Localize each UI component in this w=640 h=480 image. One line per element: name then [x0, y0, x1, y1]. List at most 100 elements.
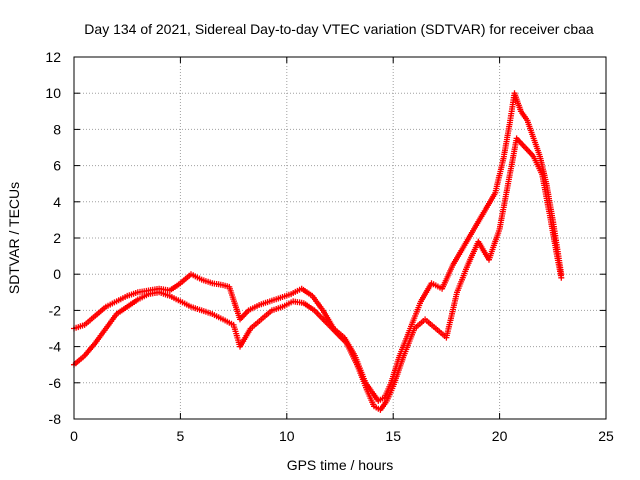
data-point	[524, 117, 536, 140]
data-point	[300, 300, 316, 313]
data-point	[383, 385, 396, 404]
y-tick-label: -2	[49, 302, 62, 318]
data-point	[439, 264, 455, 292]
data-point	[322, 318, 338, 334]
data-point	[396, 327, 413, 359]
data-point	[530, 135, 543, 158]
data-point	[177, 272, 193, 287]
data-point	[230, 321, 243, 348]
data-point	[539, 171, 554, 221]
x-tick-label: 0	[70, 428, 78, 444]
data-point	[113, 305, 129, 317]
y-tick-label: 2	[53, 230, 61, 246]
data-point	[124, 290, 139, 299]
y-tick-label: 4	[53, 194, 61, 210]
y-axis-label: SDTVAR / TECUs	[6, 182, 22, 294]
data-point	[411, 318, 427, 332]
y-tick-label: 6	[53, 158, 61, 174]
data-point	[554, 253, 564, 279]
data-point	[288, 286, 303, 298]
data-point	[298, 285, 314, 298]
data-point	[471, 209, 487, 232]
x-tick-label: 15	[385, 428, 401, 444]
data-point	[266, 295, 282, 305]
data-point	[388, 354, 402, 386]
data-point	[166, 292, 182, 304]
data-point	[220, 316, 235, 327]
x-tick-label: 5	[177, 428, 185, 444]
data-point	[198, 276, 214, 286]
data-point	[309, 292, 325, 312]
data-point	[422, 316, 437, 330]
data-point	[134, 292, 150, 303]
y-tick-label: 8	[53, 121, 61, 137]
data-point	[547, 216, 560, 257]
data-point	[209, 311, 224, 322]
data-point	[166, 281, 182, 294]
data-point	[247, 318, 263, 332]
data-point	[343, 340, 360, 366]
data-point	[492, 155, 507, 196]
x-tick-label: 10	[279, 428, 295, 444]
ticks: 0 5 10 15 20 25 -8 -6 -4 -2 0 2 4 6 8 10 12	[45, 49, 614, 444]
grid	[74, 57, 606, 419]
data-point	[279, 299, 295, 310]
data-point	[486, 228, 502, 263]
data-point	[124, 297, 140, 310]
data-point	[156, 289, 171, 299]
x-tick-label: 25	[598, 428, 614, 444]
data-point	[513, 135, 527, 149]
data-point	[511, 90, 524, 113]
data-point	[226, 283, 243, 321]
y-tick-label: 0	[53, 266, 61, 282]
data-point	[177, 298, 192, 309]
data-point	[481, 191, 498, 214]
data-point	[454, 264, 470, 296]
data-point	[92, 327, 108, 346]
data-point	[371, 403, 382, 412]
data-point	[428, 280, 443, 291]
data-point	[332, 329, 348, 345]
data-point	[368, 388, 380, 403]
data-point	[258, 308, 274, 323]
data-point	[558, 274, 565, 281]
data-point	[354, 361, 370, 393]
data-point	[237, 327, 253, 350]
data-point	[496, 182, 511, 232]
data-point	[113, 294, 129, 305]
series-track-b	[71, 135, 565, 413]
data-point	[522, 144, 536, 158]
data-point	[475, 238, 491, 261]
data-point	[81, 341, 97, 359]
y-tick-label: -8	[49, 411, 62, 427]
x-tick-label: 20	[492, 428, 508, 444]
data-point	[220, 282, 231, 290]
data-point	[277, 291, 292, 301]
data-point	[188, 303, 203, 313]
x-axis-label: GPS time / hours	[287, 457, 394, 473]
data-point	[268, 304, 284, 314]
y-tick-label: -4	[49, 339, 62, 355]
data-point	[517, 108, 529, 122]
data-point	[237, 308, 251, 323]
data-point	[381, 381, 394, 401]
data-point	[460, 227, 476, 251]
series-track-a	[71, 90, 565, 404]
data-point	[390, 354, 407, 390]
y-tick-label: 12	[45, 49, 61, 65]
data-point	[188, 271, 203, 282]
data-point	[464, 240, 481, 269]
data-point	[377, 399, 389, 413]
data-point	[245, 303, 260, 314]
data-point	[81, 314, 97, 328]
data-point	[102, 299, 118, 310]
data-point	[417, 282, 434, 305]
data-point	[500, 119, 513, 160]
series-layer	[71, 90, 565, 413]
data-point	[375, 395, 386, 404]
data-point	[449, 245, 466, 269]
data-point	[407, 300, 423, 332]
data-point	[256, 299, 271, 308]
chart-title: Day 134 of 2021, Sidereal Day-to-day VTE…	[84, 21, 594, 37]
